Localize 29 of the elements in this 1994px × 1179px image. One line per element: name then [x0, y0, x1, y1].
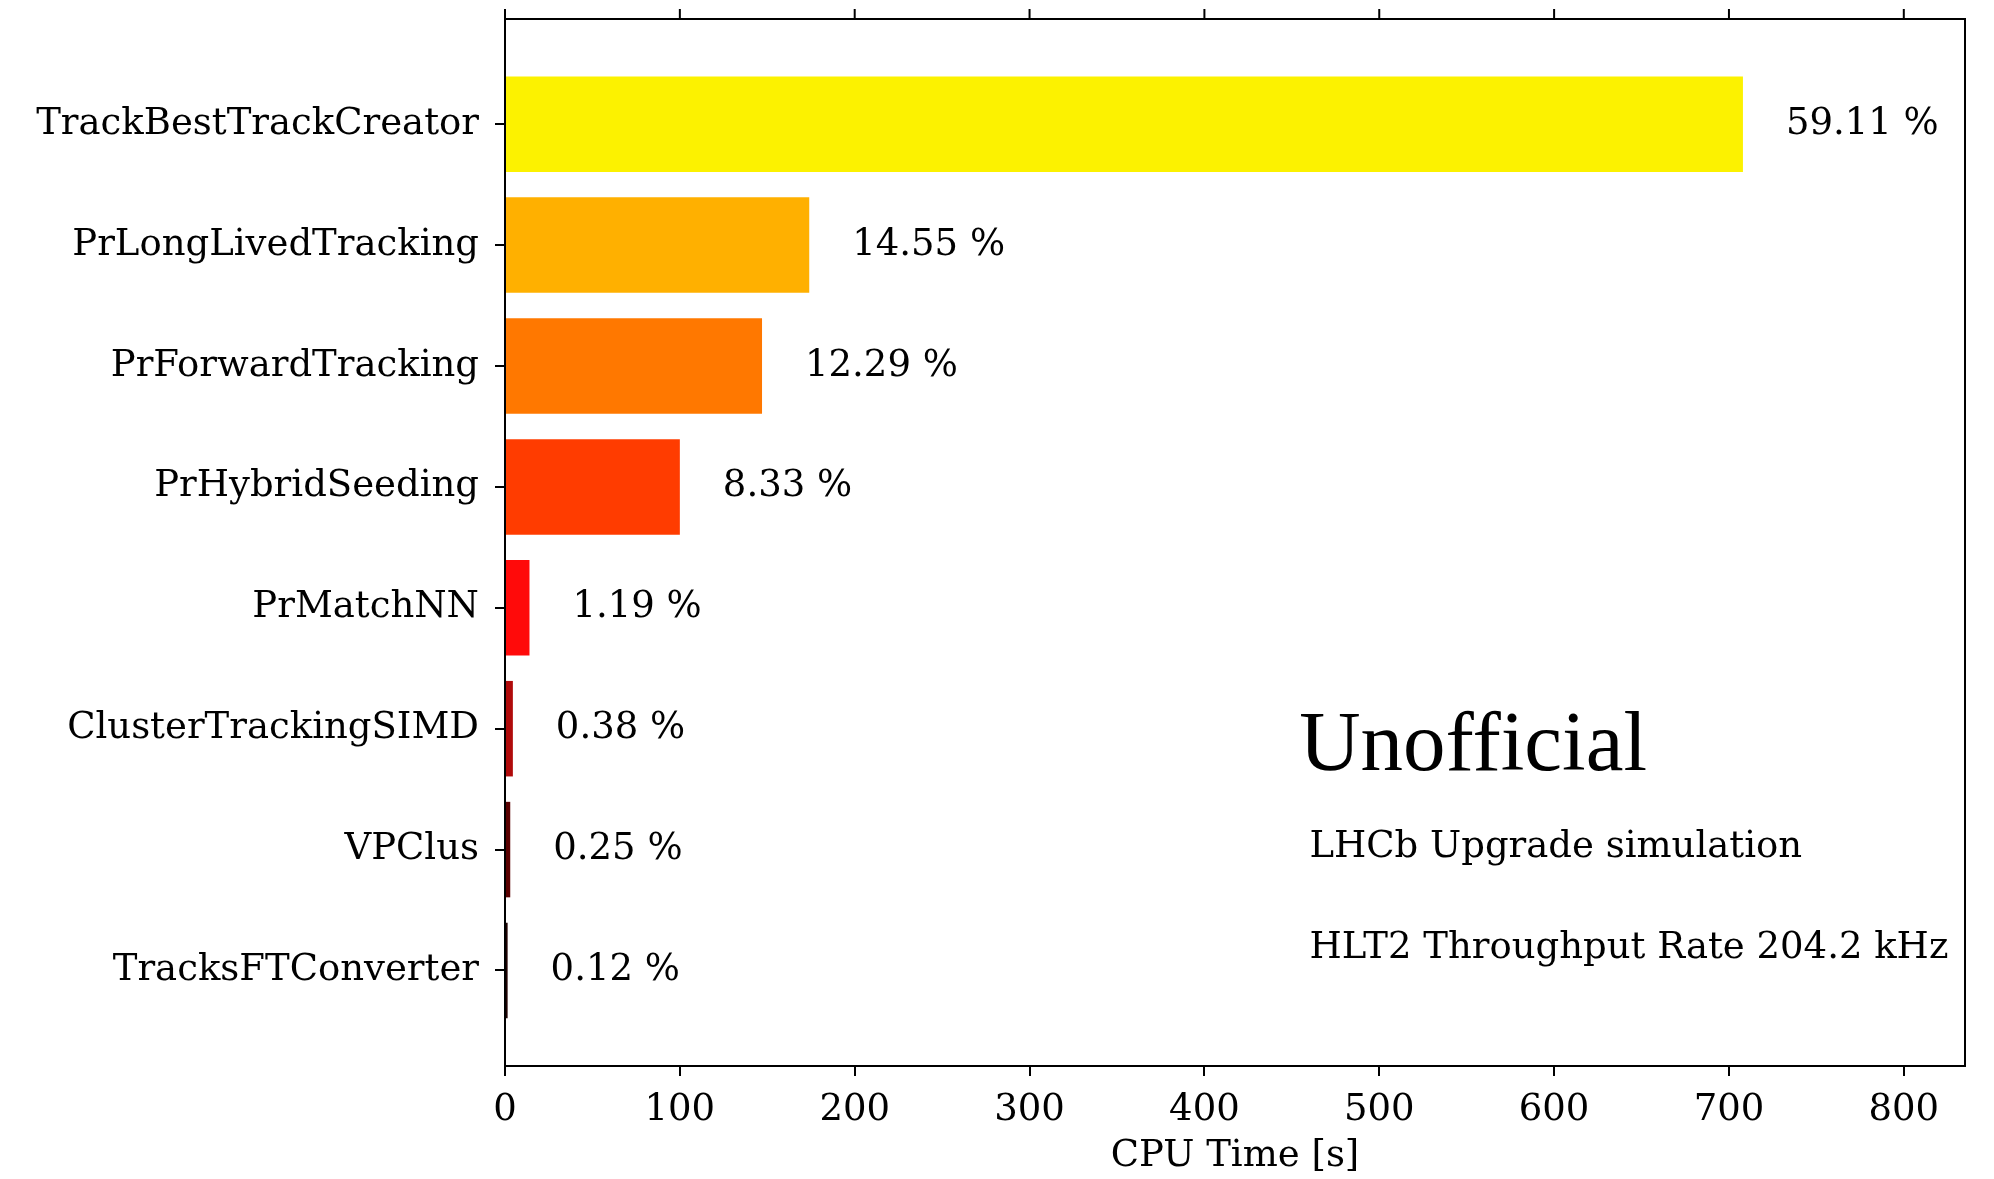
- x-tick-label: 800: [1868, 1085, 1940, 1129]
- annotation: 59.11 %: [1785, 99, 1939, 143]
- x-tick-label: 300: [994, 1085, 1065, 1129]
- x-tick-label: 400: [1169, 1085, 1240, 1129]
- y-tick-label: PrMatchNN: [252, 583, 479, 627]
- annotation: 12.29 %: [805, 341, 958, 385]
- y-tick-label: VPClus: [343, 825, 479, 869]
- x-axis-title: CPU Time [s]: [1110, 1132, 1360, 1176]
- y-tick-label: ClusterTrackingSIMD: [67, 704, 479, 748]
- x-tick-label: 500: [1343, 1085, 1415, 1129]
- annotation: HLT2 Throughput Rate 204.2 kHz: [1309, 924, 1949, 968]
- annotation: LHCb Upgrade simulation: [1309, 822, 1803, 866]
- annotation: Unofficial: [1299, 694, 1648, 789]
- annotation: 1.19 %: [572, 583, 702, 627]
- y-tick-label: PrLongLivedTracking: [72, 220, 479, 264]
- x-tick-label: 200: [819, 1085, 891, 1129]
- annotation: 14.55 %: [852, 220, 1006, 264]
- x-tick-label: 600: [1518, 1085, 1590, 1129]
- y-tick-label: TracksFTConverter: [112, 946, 480, 990]
- y-tick-label: TrackBestTrackCreator: [36, 99, 480, 143]
- annotation: 0.25 %: [553, 825, 683, 869]
- y-tick-label: PrForwardTracking: [110, 341, 479, 385]
- y-tick-label: PrHybridSeeding: [154, 462, 479, 506]
- annotation: 0.12 %: [550, 946, 680, 990]
- annotation: 0.38 %: [555, 704, 686, 748]
- x-tick-label: 100: [644, 1085, 716, 1129]
- x-tick-label: 0: [493, 1085, 517, 1129]
- x-tick-label: 700: [1693, 1085, 1765, 1129]
- annotation: 8.33 %: [722, 462, 853, 506]
